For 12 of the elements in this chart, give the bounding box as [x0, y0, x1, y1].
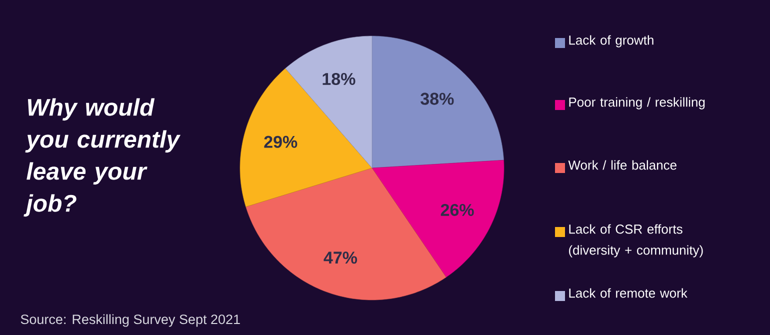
source-note: Source: Reskilling Survey Sept 2021 — [20, 314, 240, 327]
data-label: 47% — [324, 252, 358, 264]
legend-label: Lack of growth — [569, 35, 654, 48]
legend-label: Lack of CSR efforts (diversity + community) — [569, 224, 703, 258]
data-label: 18% — [322, 72, 356, 86]
legend-label: Poor training / reskilling — [569, 97, 705, 110]
data-label: 38% — [420, 92, 454, 105]
text: Why would you currently leave your job? — [24, 98, 181, 217]
legend-label: Lack of remote work — [569, 288, 688, 298]
legend-label: Work / life balance — [568, 160, 676, 170]
data-label: 29% — [264, 136, 298, 148]
data-label: 26% — [440, 204, 474, 216]
